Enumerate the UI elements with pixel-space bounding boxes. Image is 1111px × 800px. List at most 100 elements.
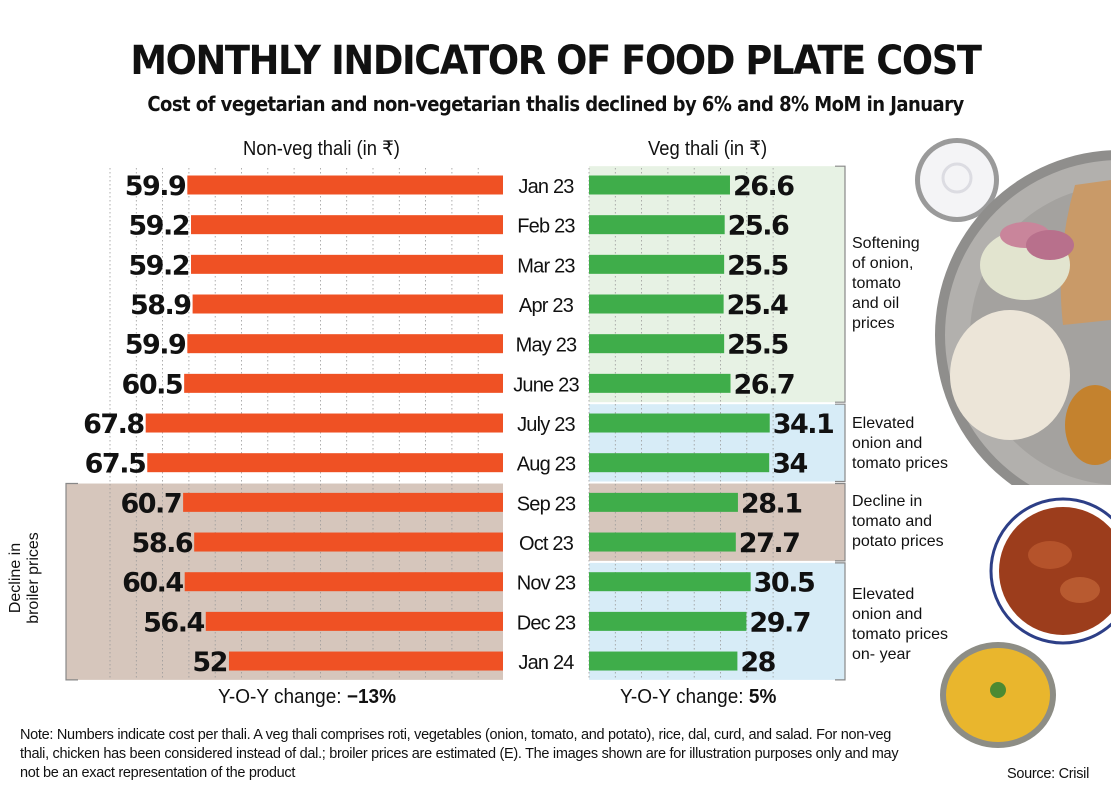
veg-bar	[589, 492, 738, 512]
veg-value-label: 30.5	[754, 568, 815, 599]
annotation-line: potato prices	[852, 533, 944, 550]
annotation-line: on- year	[852, 646, 911, 663]
annotation-decline-tomato: Decline in tomato and potato prices	[852, 492, 944, 552]
nonveg-bar	[205, 611, 503, 631]
annotation-line: Softening	[852, 235, 920, 252]
nonveg-bar	[184, 572, 503, 592]
nonveg-value-label: 67.5	[85, 449, 146, 480]
month-label: Dec 23	[517, 612, 576, 634]
month-label: Oct 23	[519, 533, 574, 555]
footer-source: Source: Crisil	[1006, 766, 1089, 782]
nonveg-value-label: 60.5	[122, 369, 183, 400]
veg-bar	[589, 532, 736, 552]
month-label: Nov 23	[517, 573, 576, 595]
nonveg-value-label: 67.8	[83, 409, 144, 440]
page-subtitle: Cost of vegetarian and non-vegetarian th…	[147, 92, 964, 116]
month-label: Sep 23	[517, 493, 576, 515]
veg-yoy: Y-O-Y change: 5%	[620, 686, 776, 709]
month-label: Aug 23	[517, 454, 576, 476]
veg-bar	[589, 413, 770, 433]
annotation-line: and oil	[852, 295, 900, 312]
annotation-line: broiler prices	[25, 532, 42, 624]
nonveg-value-label: 52	[192, 647, 227, 678]
month-label: June 23	[513, 374, 579, 396]
nonveg-yoy-value: −13%	[346, 686, 397, 708]
nonveg-value-label: 58.6	[132, 528, 193, 559]
chicken-curry-image	[989, 497, 1111, 645]
veg-yoy-value: 5%	[748, 686, 777, 708]
veg-value-label: 25.4	[727, 290, 788, 321]
month-label: Apr 23	[519, 295, 574, 317]
month-label: Jan 24	[518, 652, 574, 674]
veg-value-label: 34.1	[773, 409, 834, 440]
veg-value-label: 29.7	[749, 607, 810, 638]
annotation-line: Decline in	[852, 493, 923, 510]
veg-bar	[589, 651, 738, 671]
dal-bowl-image	[940, 642, 1056, 748]
nonveg-bar	[228, 651, 503, 671]
veg-value-label: 28	[740, 647, 775, 678]
nonveg-annotation-bracket	[65, 482, 78, 681]
veg-value-label: 25.6	[728, 211, 789, 242]
veg-annotation-bracket	[835, 482, 846, 562]
plate-icon	[935, 150, 1111, 485]
annotation-line: tomato prices	[852, 626, 949, 643]
annotation-line: Elevated	[852, 415, 915, 432]
nonveg-value-label: 59.9	[125, 330, 186, 361]
annotation-broiler: Decline in broiler prices	[7, 513, 43, 643]
veg-annotation-bracket	[835, 403, 846, 483]
annotation-line: Decline in	[7, 542, 24, 614]
nonveg-value-label: 59.2	[128, 250, 189, 281]
annotation-elevated-2: Elevated onion and tomato prices on- yea…	[852, 585, 948, 665]
veg-bar	[589, 175, 730, 195]
veg-value-label: 28.1	[741, 488, 802, 519]
nonveg-bar	[145, 413, 503, 433]
nonveg-bar	[192, 294, 504, 314]
annotation-elevated-1: Elevated onion and tomato prices	[852, 414, 948, 474]
month-label: Mar 23	[517, 255, 575, 277]
veg-value-label: 26.6	[733, 171, 794, 202]
nonveg-bar	[191, 215, 504, 235]
annotation-line: prices	[852, 315, 895, 332]
veg-bar	[589, 254, 725, 274]
month-label: May 23	[516, 335, 577, 357]
page-title: MONTHLY INDICATOR OF FOOD PLATE COST	[130, 38, 982, 84]
nonveg-value-label: 59.9	[125, 171, 186, 202]
nonveg-yoy: Y-O-Y change: −13%	[218, 686, 396, 709]
annotation-line: onion and	[852, 606, 923, 623]
nonveg-bar	[187, 334, 503, 354]
nonveg-bar	[191, 254, 504, 274]
nonveg-value-label: 59.2	[128, 211, 189, 242]
veg-bar	[589, 215, 725, 235]
veg-value-label: 25.5	[727, 330, 788, 361]
veg-bar	[589, 611, 747, 631]
nonveg-bar	[187, 175, 503, 195]
veg-value-label: 26.7	[734, 369, 795, 400]
footer-note: Note: Numbers indicate cost per thali. A…	[20, 727, 899, 781]
veg-annotation-bracket	[835, 562, 846, 681]
nonveg-value-label: 58.9	[130, 290, 191, 321]
veg-value-label: 25.5	[727, 250, 788, 281]
annotation-line: tomato and	[852, 513, 933, 530]
nonveg-bar	[184, 373, 504, 393]
veg-annotation-band	[589, 166, 845, 403]
veg-bar	[589, 294, 724, 314]
annotation-line: Elevated	[852, 586, 915, 603]
veg-yoy-label: Y-O-Y change:	[620, 686, 744, 708]
veg-bar	[589, 334, 725, 354]
veg-value-label: 34	[772, 449, 807, 480]
veg-bar	[589, 373, 731, 393]
veg-column-header: Veg thali (in ₹)	[648, 138, 768, 160]
nonveg-bar	[194, 532, 504, 552]
nonveg-bar	[147, 453, 503, 473]
nonveg-yoy-label: Y-O-Y change:	[218, 686, 342, 708]
month-label: Feb 23	[517, 216, 575, 238]
annotation-line: of onion,	[852, 255, 914, 272]
veg-bar	[589, 572, 751, 592]
annotation-softening: Softening of onion, tomato and oil price…	[852, 234, 920, 334]
nonveg-value-label: 60.7	[120, 488, 181, 519]
veg-annotation-bracket	[835, 165, 846, 403]
annotation-line: onion and	[852, 435, 923, 452]
veg-value-label: 27.7	[739, 528, 800, 559]
thali-plate-image	[915, 138, 1111, 485]
